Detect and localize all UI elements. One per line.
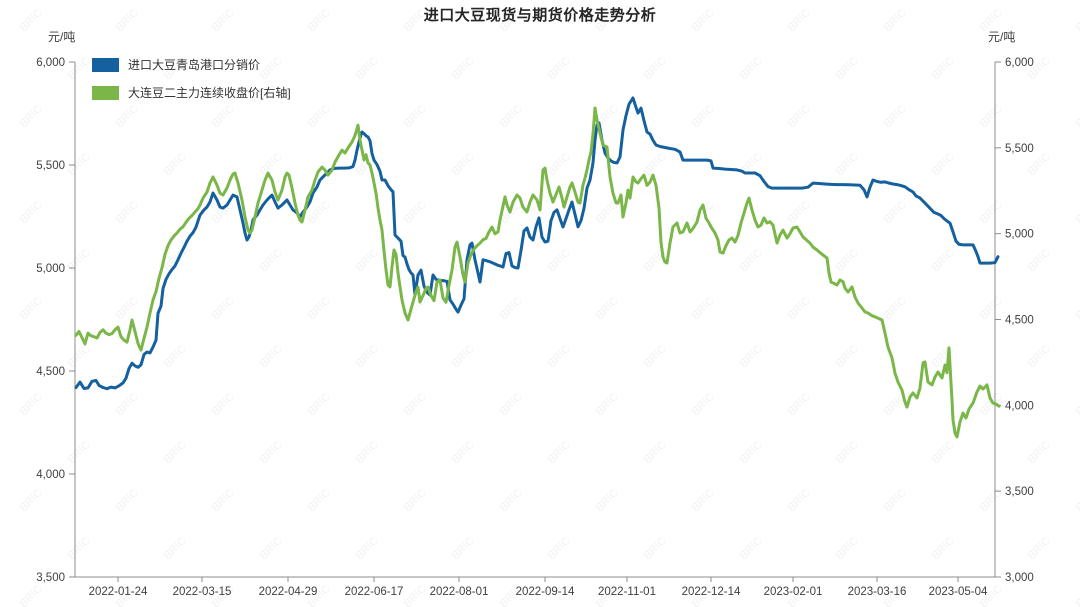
x-axis-tick-label: 2023-05-04 [929,586,988,598]
x-axis-tick-label: 2023-03-16 [848,586,907,598]
legend-item-futures-price[interactable]: 大连豆二主力连续收盘价[右轴] [92,85,291,100]
x-axis-tick-label: 2022-06-17 [345,586,404,598]
legend-label-spot-price: 进口大豆青岛港口分销价 [128,58,261,72]
series-line-0 [74,96,1000,391]
right-axis-unit-label: 元/吨 [988,30,1016,44]
x-axis-tick-label: 2022-04-29 [259,586,318,598]
x-axis-tick-label: 2022-09-14 [516,586,575,598]
y-axis-right-tick-label: 4,000 [1005,400,1034,412]
legend-swatch-green [92,85,119,100]
series-line-1 [74,106,1001,439]
legend-swatch-blue [92,57,119,72]
y-axis-right-tick-label: 4,500 [1005,315,1034,327]
legend: 进口大豆青岛港口分销价 大连豆二主力连续收盘价[右轴] [92,57,291,113]
y-axis-right-tick-label: 3,500 [1005,486,1034,498]
x-axis-tick-label: 2022-11-01 [598,586,656,598]
x-axis-tick-label: 2022-01-24 [89,586,148,598]
legend-item-spot-price[interactable]: 进口大豆青岛港口分销价 [92,57,291,72]
y-axis-right-tick-label: 5,500 [1005,143,1034,155]
y-axis-right-tick-label: 6,000 [1005,57,1034,69]
x-axis-tick-label: 2022-08-01 [430,586,489,598]
y-axis-left-tick-label: 5,000 [36,263,65,275]
y-axis-left-tick-label: 3,500 [36,572,65,584]
x-axis-tick-label: 2023-02-01 [764,586,823,598]
y-axis-left-tick-label: 5,500 [36,160,65,172]
y-axis-left-tick-label: 4,500 [36,366,65,378]
y-axis-left-tick-label: 6,000 [36,57,65,69]
x-axis-tick-label: 2022-12-14 [682,586,741,598]
y-axis-right-tick-label: 5,000 [1005,229,1034,241]
chart-title: 进口大豆现货与期货价格走势分析 [423,7,657,24]
y-axis-right-tick-label: 3,000 [1005,572,1034,584]
legend-label-futures-price: 大连豆二主力连续收盘价[右轴] [128,86,291,100]
x-axis-tick-label: 2022-03-15 [173,586,232,598]
left-axis-unit-label: 元/吨 [48,30,76,44]
y-axis-left-tick-label: 4,000 [36,469,65,481]
